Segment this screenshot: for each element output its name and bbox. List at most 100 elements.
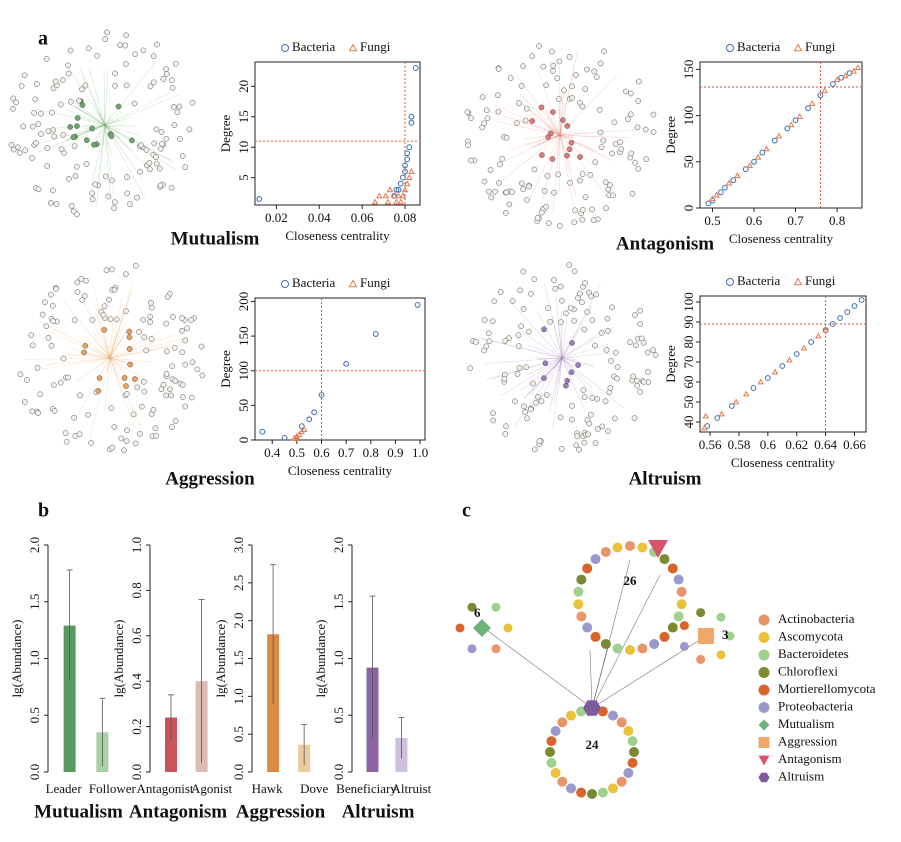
point	[406, 144, 413, 151]
point	[386, 186, 394, 193]
legend-label: Mortierellomycota	[778, 681, 876, 696]
network-node	[568, 369, 575, 376]
network-node	[104, 29, 110, 36]
network-node	[546, 757, 557, 768]
network-edge	[80, 67, 106, 126]
network-node	[644, 349, 651, 356]
network-node	[16, 150, 23, 156]
network-node	[575, 362, 581, 368]
network-node	[551, 189, 557, 196]
network-node	[74, 115, 81, 121]
network-edge	[561, 344, 608, 359]
y-axis-label: lg(Abundance)	[9, 620, 24, 698]
network-node	[92, 181, 99, 188]
point	[833, 76, 841, 82]
point	[402, 162, 408, 169]
network-edge	[87, 124, 106, 150]
network-edge	[109, 357, 127, 364]
legend-label: Fungi	[805, 39, 836, 54]
network-edge	[559, 130, 572, 136]
legend-symbol	[793, 43, 803, 52]
network-edge	[93, 103, 106, 126]
network-node	[659, 631, 670, 642]
network-edge	[514, 357, 563, 427]
network-edge	[104, 124, 119, 128]
network-node	[48, 342, 55, 349]
y-tick-label: 50	[681, 396, 696, 409]
network-node	[558, 319, 564, 325]
network-node	[531, 166, 538, 173]
network-edge	[515, 99, 561, 136]
network-edge	[531, 134, 561, 149]
network-node	[163, 320, 170, 327]
network-node	[545, 220, 552, 226]
chart-title: Altruism	[342, 801, 415, 822]
network-node	[168, 77, 175, 84]
network-node	[512, 398, 518, 405]
network-edge	[559, 134, 575, 210]
network-node	[525, 183, 532, 190]
network-node	[123, 308, 129, 314]
network-node	[467, 365, 474, 372]
network-edge	[109, 336, 123, 359]
network-node	[70, 134, 77, 141]
network-edge	[530, 134, 561, 148]
network-node	[716, 612, 726, 622]
point	[256, 196, 263, 202]
network-node	[136, 430, 143, 437]
panel-label: a	[38, 28, 48, 50]
network-node	[464, 109, 471, 116]
network-node	[581, 326, 588, 333]
network-node	[522, 117, 529, 124]
network-node	[584, 309, 591, 315]
network-node	[492, 188, 498, 195]
network-edge	[104, 357, 111, 412]
network-node	[573, 599, 584, 610]
network-node	[585, 431, 591, 438]
network-node	[531, 276, 538, 283]
point	[751, 158, 757, 165]
chart-title: Altruism	[629, 468, 702, 489]
network-node	[554, 75, 561, 82]
network-node	[634, 382, 641, 389]
network-node	[60, 77, 66, 83]
network-node	[121, 375, 128, 381]
network-edge	[539, 357, 563, 360]
network-node	[105, 296, 112, 303]
point	[717, 189, 724, 196]
point	[714, 415, 721, 421]
network-node	[198, 343, 205, 350]
network-node	[170, 313, 176, 320]
network-node	[141, 334, 148, 341]
network-node	[481, 317, 488, 323]
network-edge	[559, 134, 575, 139]
network-node	[22, 399, 28, 405]
x-tick-label: Dove	[300, 781, 328, 796]
network-node	[179, 153, 186, 159]
network-node	[45, 334, 52, 341]
point	[757, 378, 764, 385]
legend-symbol	[726, 278, 734, 286]
network-node	[189, 359, 196, 366]
network-node	[172, 60, 179, 67]
network-node	[107, 316, 114, 323]
network-edge	[84, 338, 111, 359]
network-c	[455, 541, 735, 799]
network-edge	[109, 322, 126, 359]
network-node	[533, 399, 539, 406]
point	[718, 410, 725, 417]
network-node	[52, 78, 59, 85]
network-node	[548, 48, 555, 55]
network-node	[43, 56, 50, 62]
network-edge	[78, 116, 106, 126]
network-node	[126, 346, 133, 352]
network-node	[88, 440, 94, 446]
network-node	[550, 62, 557, 69]
y-tick-label: 60	[681, 376, 696, 389]
network-node	[138, 403, 145, 410]
network-edge	[527, 357, 563, 375]
network-edge	[57, 124, 106, 129]
point	[808, 100, 816, 107]
network-node	[607, 385, 614, 391]
network-node	[91, 141, 97, 148]
